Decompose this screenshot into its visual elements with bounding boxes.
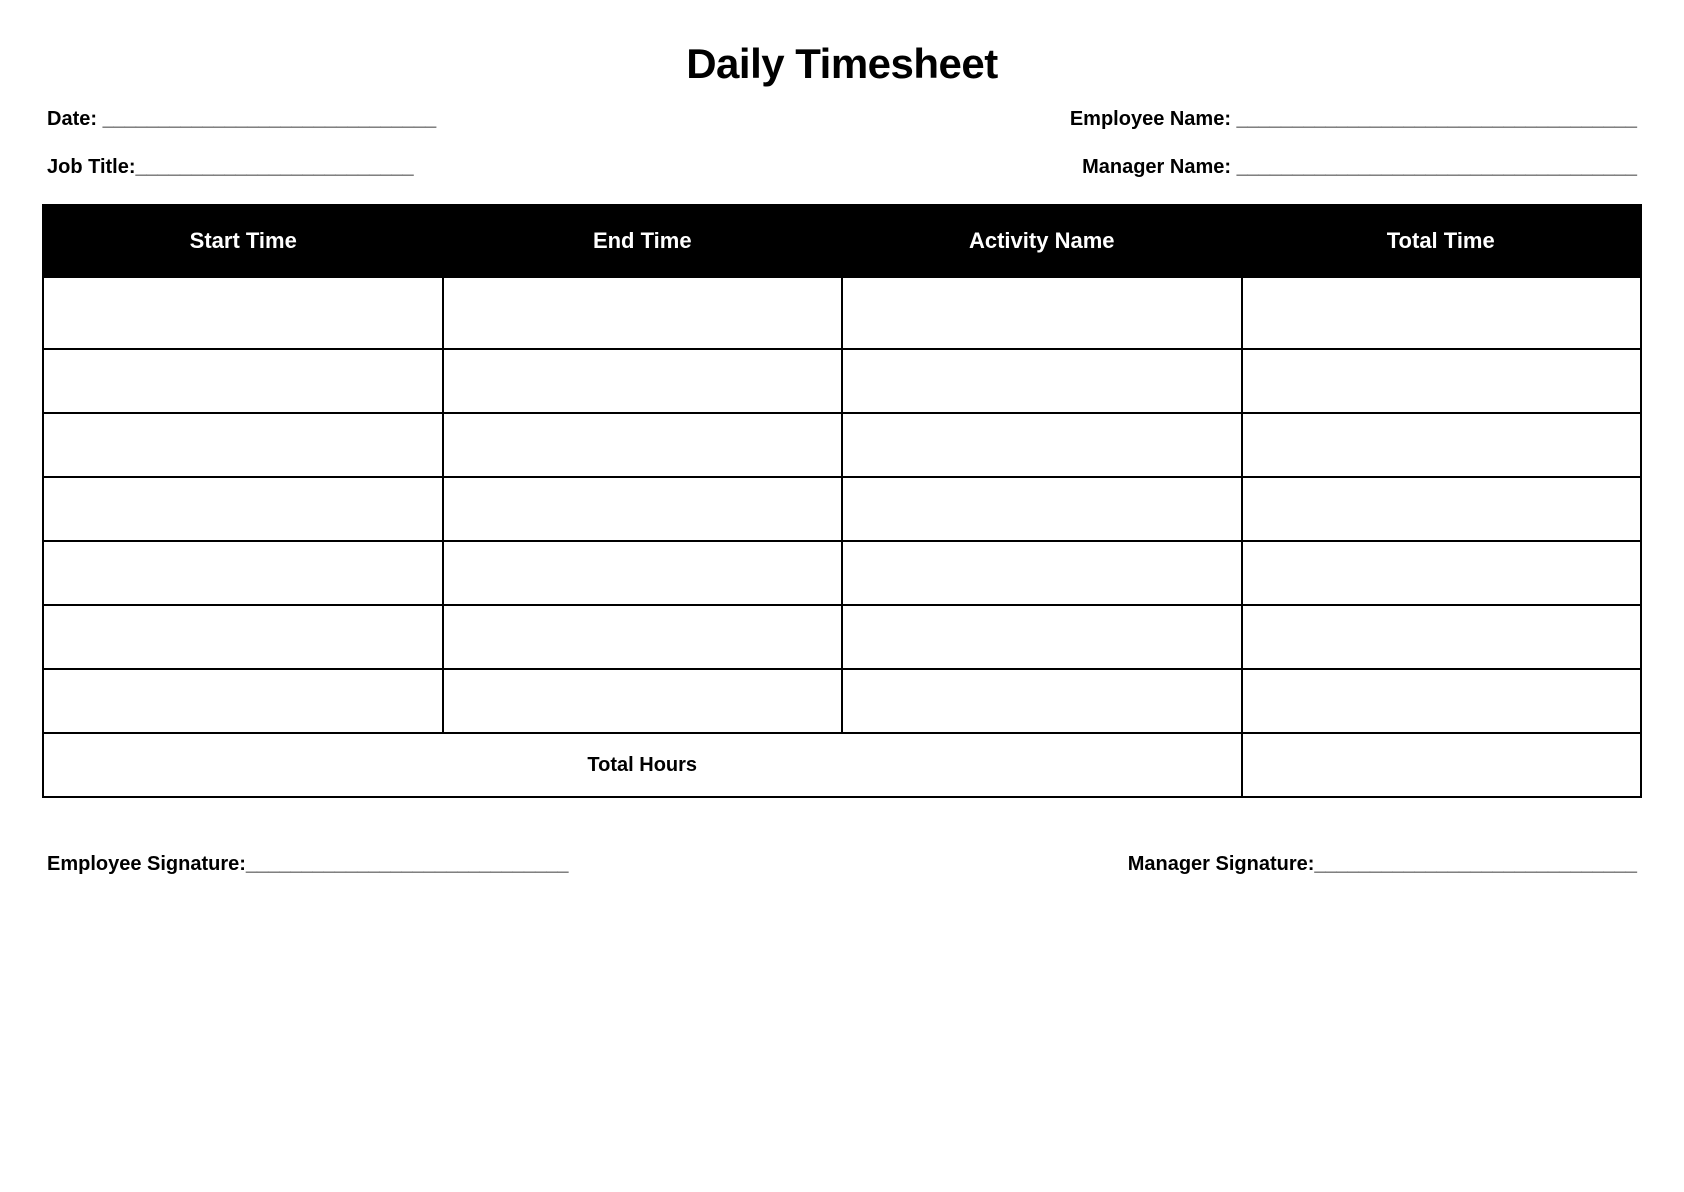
manager-signature-field: Manager Signature:______________________… [1128, 853, 1637, 876]
cell-total-time [1242, 669, 1642, 733]
cell-end-time [443, 541, 843, 605]
cell-activity-name [842, 349, 1242, 413]
date-field: Date: ______________________________ [47, 108, 436, 131]
cell-activity-name [842, 541, 1242, 605]
cell-activity-name [842, 413, 1242, 477]
page-title: Daily Timesheet [42, 40, 1642, 88]
cell-total-time [1242, 477, 1642, 541]
header-total-time: Total Time [1242, 205, 1642, 277]
cell-end-time [443, 477, 843, 541]
employee-name-field: Employee Name: _________________________… [1070, 108, 1637, 131]
cell-total-time [1242, 541, 1642, 605]
total-hours-label: Total Hours [43, 733, 1242, 797]
table-row [43, 669, 1641, 733]
cell-end-time [443, 349, 843, 413]
cell-end-time [443, 277, 843, 349]
cell-start-time [43, 349, 443, 413]
header-end-time: End Time [443, 205, 843, 277]
header-start-time: Start Time [43, 205, 443, 277]
header-activity-name: Activity Name [842, 205, 1242, 277]
cell-total-time [1242, 605, 1642, 669]
table-row [43, 277, 1641, 349]
cell-total-time [1242, 413, 1642, 477]
job-title-field: Job Title:_________________________ [47, 156, 414, 179]
cell-start-time [43, 413, 443, 477]
table-row [43, 477, 1641, 541]
cell-total-time [1242, 349, 1642, 413]
cell-activity-name [842, 477, 1242, 541]
cell-start-time [43, 605, 443, 669]
cell-activity-name [842, 669, 1242, 733]
cell-end-time [443, 605, 843, 669]
table-row [43, 349, 1641, 413]
cell-activity-name [842, 605, 1242, 669]
timesheet-table: Start Time End Time Activity Name Total … [42, 204, 1642, 798]
total-hours-row: Total Hours [43, 733, 1641, 797]
table-row [43, 541, 1641, 605]
table-row [43, 413, 1641, 477]
cell-total-time [1242, 277, 1642, 349]
cell-start-time [43, 277, 443, 349]
employee-signature-field: Employee Signature:_____________________… [47, 853, 569, 876]
total-hours-value [1242, 733, 1642, 797]
info-row-2: Job Title:_________________________ Mana… [42, 156, 1642, 179]
cell-start-time [43, 541, 443, 605]
info-row-1: Date: ______________________________ Emp… [42, 108, 1642, 131]
cell-start-time [43, 669, 443, 733]
cell-end-time [443, 413, 843, 477]
timesheet-form: Daily Timesheet Date: __________________… [42, 40, 1642, 876]
cell-start-time [43, 477, 443, 541]
table-header-row: Start Time End Time Activity Name Total … [43, 205, 1641, 277]
cell-end-time [443, 669, 843, 733]
timesheet-table-wrapper: Start Time End Time Activity Name Total … [42, 204, 1642, 798]
manager-name-field: Manager Name: __________________________… [1082, 156, 1637, 179]
cell-activity-name [842, 277, 1242, 349]
signature-row: Employee Signature:_____________________… [42, 853, 1642, 876]
table-row [43, 605, 1641, 669]
